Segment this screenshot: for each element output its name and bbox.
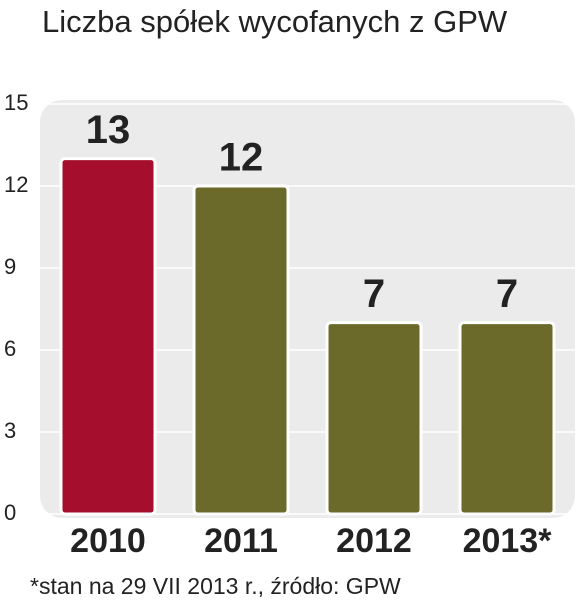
- source-note: *stan na 29 VII 2013 r., źródło: GPW: [30, 573, 401, 599]
- y-tick-label: 12: [4, 172, 28, 197]
- y-tick-label: 0: [4, 500, 16, 525]
- value-label: 13: [86, 108, 131, 152]
- y-tick-label: 15: [4, 90, 28, 115]
- bar: [59, 157, 157, 516]
- x-tick-label: 2013*: [463, 522, 553, 560]
- value-label: 7: [496, 272, 518, 316]
- x-tick-label: 2010: [70, 522, 146, 560]
- x-tick-label: 2012: [336, 522, 412, 560]
- y-tick-label: 9: [4, 254, 16, 279]
- y-tick-label: 3: [4, 418, 16, 443]
- y-tick-label: 6: [4, 336, 16, 361]
- value-label: 7: [363, 272, 385, 316]
- value-label: 12: [219, 136, 264, 180]
- bar: [325, 321, 423, 516]
- bar: [458, 321, 556, 516]
- bar: [192, 184, 290, 516]
- plot-background: [40, 100, 575, 518]
- x-tick-label: 2011: [204, 522, 278, 560]
- chart-title: Liczba spółek wycofanych z GPW: [42, 4, 508, 39]
